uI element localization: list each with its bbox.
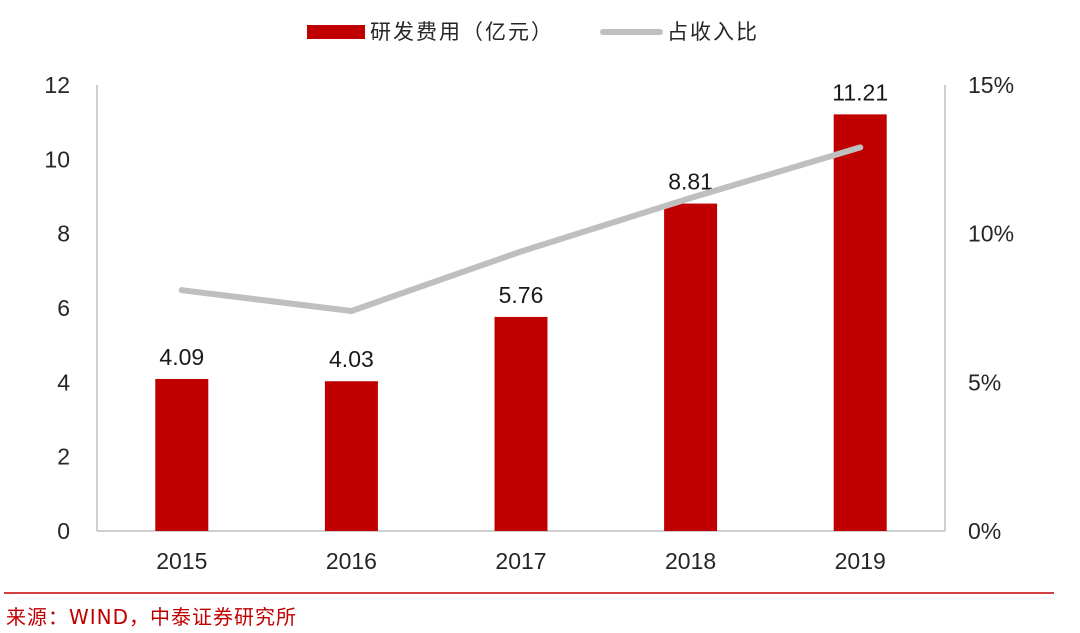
legend: 研发费用（亿元） 占收入比 [307,20,759,44]
right-tick-label: 10% [968,221,1014,247]
right-tick-label: 0% [968,518,1001,544]
legend-bar-swatch [307,25,365,39]
legend-line-label: 占收入比 [667,20,759,44]
bar-series [155,114,887,532]
x-tick-label: 2016 [326,548,377,574]
left-tick-label: 2 [57,444,70,470]
left-tick-label: 4 [57,369,70,395]
bar [324,381,378,531]
left-tick-labels: 0 2 4 6 8 10 12 [44,72,70,544]
x-tick-labels: 2015 2016 2017 2018 2019 [156,548,886,574]
x-tick-label: 2018 [665,548,716,574]
ratio-point [518,248,524,255]
bar-data-label: 5.76 [499,282,544,308]
bar-data-label: 4.09 [159,344,204,370]
left-tick-label: 8 [57,221,70,247]
line-series [178,144,864,314]
source-note: 来源：WIND，中泰证券研究所 [6,605,297,629]
left-tick-label: 6 [57,295,70,321]
left-tick-label: 0 [57,518,70,544]
bar-data-labels: 4.09 4.03 5.76 8.81 11.21 [159,79,888,372]
left-tick-label: 10 [44,146,70,172]
right-tick-label: 15% [968,72,1014,98]
left-tick-label: 12 [44,72,70,98]
bar-data-label: 4.03 [329,346,374,372]
ratio-point [348,307,355,314]
x-tick-label: 2019 [835,548,886,574]
bar-data-label: 8.81 [668,169,713,195]
x-tick-label: 2017 [495,548,546,574]
ratio-point [857,144,864,151]
bar [833,114,887,531]
ratio-point [687,194,694,201]
right-tick-labels: 0% 5% 10% 15% [968,72,1014,544]
bar-data-label: 11.21 [832,79,888,105]
x-tick-label: 2015 [156,548,207,574]
legend-bar-label: 研发费用（亿元） [370,20,554,44]
bar [664,203,718,532]
right-tick-label: 5% [968,369,1001,395]
ratio-point [178,287,185,294]
bar [155,378,209,531]
bar [494,316,548,531]
